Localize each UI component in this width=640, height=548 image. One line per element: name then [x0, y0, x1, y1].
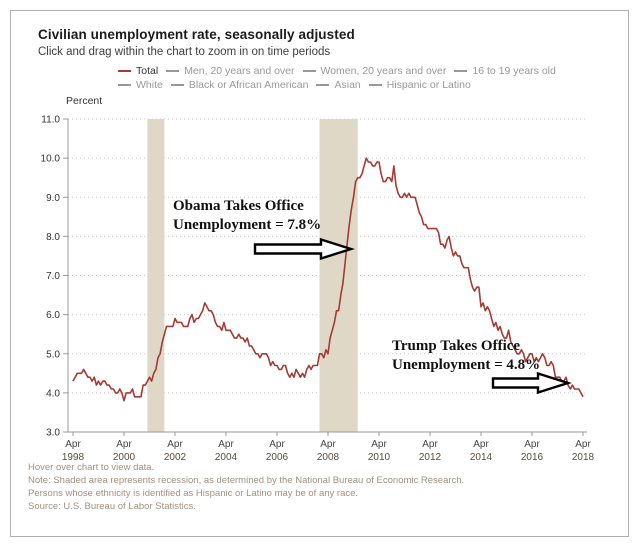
- legend-label: Total: [136, 65, 159, 77]
- y-tick-label: 4.0: [46, 388, 60, 399]
- legend-label: Asian: [334, 79, 361, 91]
- y-tick-label: 8.0: [46, 232, 60, 243]
- x-tick-year: 2012: [419, 452, 442, 463]
- x-tick-month: Apr: [473, 439, 489, 450]
- legend-label: Men, 20 years and over: [184, 65, 295, 77]
- legend: Total Men, 20 years and over Women, 20 y…: [118, 64, 558, 92]
- x-tick-year: 2000: [113, 452, 136, 463]
- legend-dash-icon: [166, 70, 180, 72]
- recession-band: [147, 119, 165, 432]
- annotation-trump-line2: Unemployment = 4.8%: [392, 357, 541, 373]
- legend-item-men[interactable]: Men, 20 years and over: [166, 65, 295, 77]
- legend-row-1: Total Men, 20 years and over Women, 20 y…: [118, 64, 558, 78]
- y-tick-label: 11.0: [41, 115, 60, 126]
- legend-dash-icon: [118, 70, 131, 72]
- legend-item-black[interactable]: Black or African American: [170, 79, 309, 91]
- annotation-obama-line2: Unemployment = 7.8%: [173, 217, 322, 233]
- x-tick-month: Apr: [422, 439, 438, 450]
- legend-dash-icon: [170, 84, 184, 86]
- legend-dash-icon: [454, 70, 468, 72]
- legend-item-total[interactable]: Total: [118, 65, 158, 77]
- x-tick-month: Apr: [167, 439, 183, 450]
- footer-source: Source: U.S. Bureau of Labor Statistics.: [28, 501, 196, 512]
- footer-hover-note: Hover over chart to view data.: [28, 462, 155, 473]
- footer-recession-note: Note: Shaded area represents recession, …: [28, 475, 465, 486]
- y-axis-title: Percent: [66, 95, 103, 107]
- footer-notes: Hover over chart to view data. Note: Sha…: [28, 461, 464, 513]
- x-tick-year: 2010: [368, 452, 391, 463]
- x-tick-year: 2008: [317, 452, 340, 463]
- x-tick-year: 2004: [215, 452, 238, 463]
- legend-dash-icon: [302, 70, 316, 72]
- x-tick-month: Apr: [524, 439, 540, 450]
- x-tick-year: 2006: [266, 452, 289, 463]
- x-tick-month: Apr: [65, 439, 81, 450]
- legend-dash-icon: [316, 84, 330, 86]
- y-tick-label: 7.0: [46, 271, 60, 282]
- legend-label: 16 to 19 years old: [472, 65, 556, 77]
- legend-dash-icon: [118, 84, 131, 86]
- legend-item-16-19[interactable]: 16 to 19 years old: [454, 65, 556, 77]
- legend-row-2: White Black or African American Asian Hi…: [118, 78, 558, 92]
- x-tick-month: Apr: [575, 439, 591, 450]
- y-tick-label: 5.0: [46, 349, 60, 360]
- x-tick-month: Apr: [269, 439, 285, 450]
- legend-item-white[interactable]: White: [118, 79, 163, 91]
- x-tick-year: 2018: [572, 452, 595, 463]
- x-tick-month: Apr: [320, 439, 336, 450]
- x-tick-month: Apr: [371, 439, 387, 450]
- x-tick-month: Apr: [218, 439, 234, 450]
- y-tick-label: 3.0: [46, 428, 60, 439]
- legend-item-women[interactable]: Women, 20 years and over: [302, 65, 447, 77]
- legend-label: White: [136, 79, 163, 91]
- y-tick-label: 6.0: [46, 310, 60, 321]
- x-tick-year: 2016: [521, 452, 544, 463]
- y-tick-label: 10.0: [41, 154, 61, 165]
- legend-label: Black or African American: [188, 79, 309, 91]
- annotation-trump-line1: Trump Takes Office: [392, 338, 521, 354]
- chart-title: Civilian unemployment rate, seasonally a…: [38, 27, 355, 42]
- legend-dash-icon: [368, 84, 382, 86]
- annotation-obama: Obama Takes Office Unemployment = 7.8%: [173, 197, 321, 235]
- x-tick-month: Apr: [116, 439, 132, 450]
- legend-label: Women, 20 years and over: [320, 65, 447, 77]
- y-tick-label: 9.0: [46, 193, 60, 204]
- recession-band: [319, 119, 358, 432]
- chart-subtitle: Click and drag within the chart to zoom …: [38, 46, 331, 58]
- x-tick-year: 2002: [164, 452, 187, 463]
- trump-arrow-icon: [491, 371, 572, 395]
- x-tick-year: 2014: [470, 452, 493, 463]
- obama-arrow-icon: [253, 237, 355, 261]
- footer-ethnicity-note: Persons whose ethnicity is identified as…: [28, 488, 359, 499]
- unemployment-total-line: [72, 157, 584, 402]
- x-tick-year: 1998: [62, 452, 85, 463]
- annotation-trump: Trump Takes Office Unemployment = 4.8%: [392, 337, 540, 375]
- legend-label: Hispanic or Latino: [386, 79, 471, 91]
- legend-item-hispanic[interactable]: Hispanic or Latino: [368, 79, 471, 91]
- legend-item-asian[interactable]: Asian: [316, 79, 361, 91]
- annotation-obama-line1: Obama Takes Office: [173, 198, 304, 214]
